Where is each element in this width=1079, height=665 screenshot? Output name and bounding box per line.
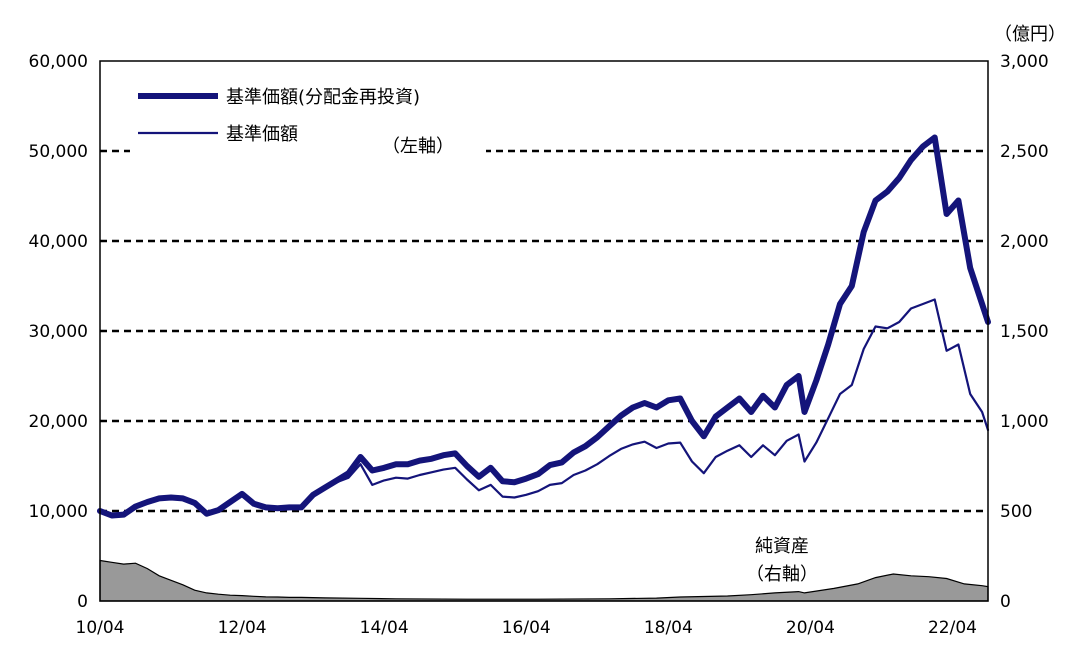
right-tick-label: 2,000 — [1000, 232, 1049, 252]
x-tick-label: 14/04 — [360, 618, 409, 638]
x-tick-label: 10/04 — [76, 618, 125, 638]
x-tick-label: 16/04 — [502, 618, 551, 638]
series-line-reinvested — [97, 134, 991, 519]
left-tick-label: 0 — [77, 592, 88, 612]
right-tick-label: 0 — [1000, 592, 1011, 612]
right-tick-label: 3,000 — [1000, 52, 1049, 72]
left-tick-label: 20,000 — [29, 412, 88, 432]
right-tick-label: 2,500 — [1000, 142, 1049, 162]
gridlines — [100, 149, 988, 513]
left-axis-note-background — [380, 132, 486, 160]
left-tick-label: 50,000 — [29, 142, 88, 162]
series-line-nav — [98, 298, 990, 517]
right-axis-unit: （億円） — [994, 24, 1066, 45]
right-tick-label: 1,000 — [1000, 412, 1049, 432]
net-assets-area-group — [99, 559, 989, 602]
x-tick-label: 18/04 — [644, 618, 693, 638]
left-tick-label: 60,000 — [29, 52, 88, 72]
x-tick-label: 20/04 — [786, 618, 835, 638]
left-tick-label: 30,000 — [29, 322, 88, 342]
left-tick-label: 40,000 — [29, 232, 88, 252]
tick-labels: 0 10,000 20,000 30,000 40,000 50,000 60,000 0 50… — [29, 52, 1049, 638]
legend-label-nav: 基準価額 — [226, 124, 298, 145]
net-assets-label: 純資産 — [755, 536, 809, 557]
x-tick-label: 22/04 — [928, 618, 977, 638]
series-lines — [97, 134, 991, 519]
left-tick-label: 10,000 — [29, 502, 88, 522]
right-axis-note: （右軸） — [746, 564, 818, 585]
legend-label-reinvested: 基準価額(分配金再投資) — [226, 87, 420, 108]
net-assets-area — [99, 559, 989, 602]
plot-frame — [99, 60, 989, 602]
x-tick-label: 12/04 — [218, 618, 267, 638]
left-axis-note: （左軸） — [382, 136, 454, 157]
right-tick-label: 500 — [1000, 502, 1032, 522]
right-tick-label: 1,500 — [1000, 322, 1049, 342]
